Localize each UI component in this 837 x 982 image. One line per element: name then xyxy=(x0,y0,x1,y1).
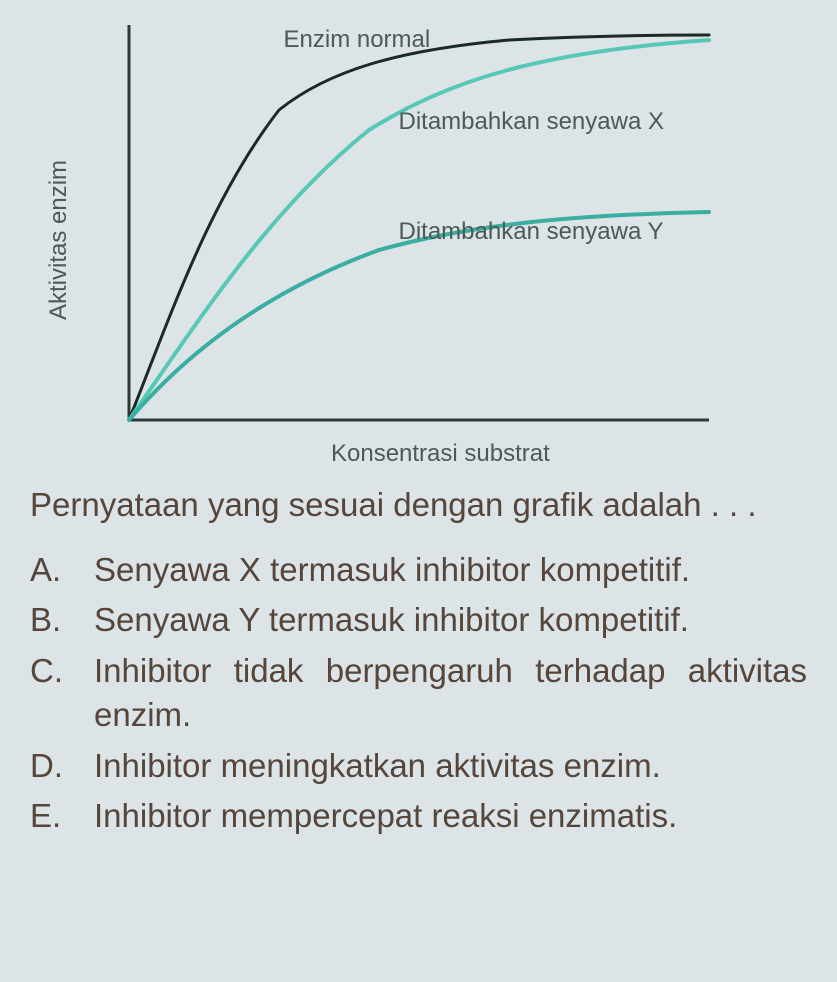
option-a[interactable]: A. Senyawa X termasuk inhibitor kompetit… xyxy=(30,548,807,593)
option-letter: E. xyxy=(30,794,94,839)
option-letter: D. xyxy=(30,744,94,789)
curve-label-x: Ditambahkan senyawa X xyxy=(399,108,664,136)
option-e[interactable]: E. Inhibitor mempercepat reaksi enzimati… xyxy=(30,794,807,839)
enzyme-chart: Aktivitas enzim Enzim normal Ditambahkan… xyxy=(69,20,769,460)
options-list: A. Senyawa X termasuk inhibitor kompetit… xyxy=(30,548,807,839)
option-text: Senyawa Y termasuk inhibitor kompetitif. xyxy=(94,598,807,643)
option-letter: A. xyxy=(30,548,94,593)
option-text: Senyawa X termasuk inhibitor kompetitif. xyxy=(94,548,807,593)
curve-label-y: Ditambahkan senyawa Y xyxy=(399,218,664,246)
option-letter: C. xyxy=(30,649,94,738)
curve-label-normal: Enzim normal xyxy=(284,26,431,54)
question-text: Pernyataan yang sesuai dengan grafik ada… xyxy=(30,480,807,530)
option-b[interactable]: B. Senyawa Y termasuk inhibitor kompetit… xyxy=(30,598,807,643)
option-text: Inhibitor meningkatkan aktivitas enzim. xyxy=(94,744,807,789)
y-axis-label: Aktivitas enzim xyxy=(45,160,73,320)
x-axis-label: Konsentrasi substrat xyxy=(331,440,550,468)
option-c[interactable]: C. Inhibitor tidak berpengaruh terhadap … xyxy=(30,649,807,738)
option-text: Inhibitor tidak berpengaruh terhadap akt… xyxy=(94,649,807,738)
option-text: Inhibitor mempercepat reaksi enzimatis. xyxy=(94,794,807,839)
option-d[interactable]: D. Inhibitor meningkatkan aktivitas enzi… xyxy=(30,744,807,789)
option-letter: B. xyxy=(30,598,94,643)
